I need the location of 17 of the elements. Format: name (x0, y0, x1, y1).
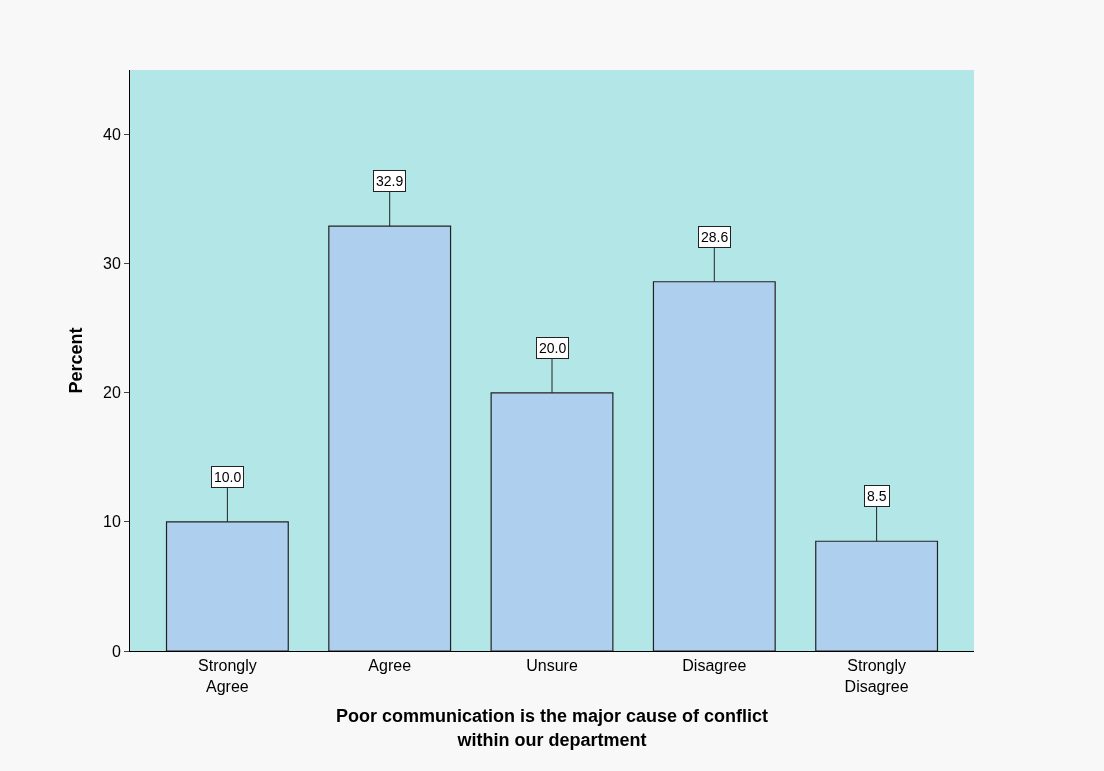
data-label: 8.5 (867, 488, 887, 504)
x-tick-label: Strongly Disagree (844, 657, 909, 695)
x-tick-label: Disagree (682, 657, 747, 675)
y-tick-label: 0 (111, 642, 121, 660)
y-axis-title: Percent (66, 327, 87, 394)
x-tick-label: Strongly Agree (198, 657, 257, 695)
data-label: 32.9 (376, 173, 404, 189)
y-tick-label: 20 (103, 384, 121, 402)
data-label: 20.0 (539, 340, 567, 356)
x-axis-title: Poor communication is the major cause of conflict within our department (335, 706, 769, 750)
data-label: 28.6 (701, 229, 729, 245)
y-tick-label: 10 (103, 513, 121, 531)
y-tick-label: 40 (103, 126, 121, 144)
y-tick-label: 30 (103, 255, 121, 273)
x-tick-label: Unsure (526, 657, 578, 675)
data-label: 10.0 (214, 469, 242, 485)
x-tick-label: Agree (368, 657, 412, 675)
